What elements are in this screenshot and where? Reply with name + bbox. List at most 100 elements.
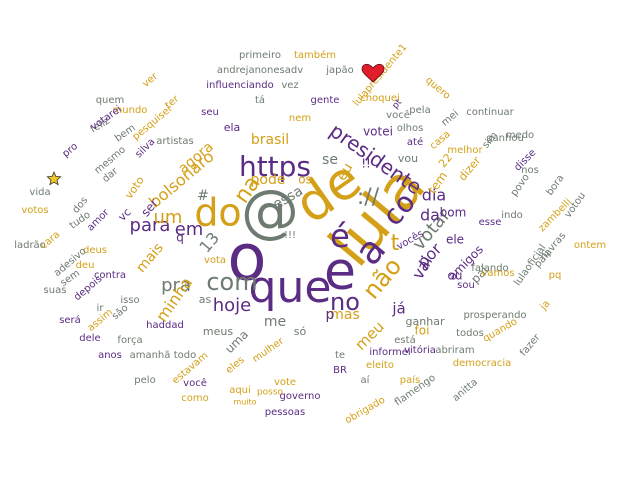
word: eleito <box>366 360 394 371</box>
word: https <box>239 150 311 183</box>
word: anos <box>98 350 122 361</box>
word: para <box>130 215 171 236</box>
word: !! <box>361 157 371 171</box>
word: pode <box>251 172 286 188</box>
word: bem <box>113 123 138 145</box>
word: cara <box>38 229 62 251</box>
word: andrejanonesadv <box>217 65 303 76</box>
word: obrigado <box>343 395 387 427</box>
word: olhos <box>397 123 424 134</box>
word: eles <box>224 355 247 376</box>
word: pessoas <box>265 407 305 418</box>
word: informei <box>369 347 410 358</box>
word: ir <box>97 303 105 314</box>
word: prosperando <box>463 310 526 321</box>
word: japão <box>325 65 354 76</box>
word: vou <box>398 152 418 165</box>
word: só <box>294 325 307 338</box>
word: votarei <box>89 104 124 133</box>
word: brasil <box>251 132 289 148</box>
word: dele <box>79 333 100 344</box>
word: mei <box>440 108 461 128</box>
word: o <box>227 222 266 296</box>
word: do <box>194 191 241 235</box>
word: deu <box>76 260 95 271</box>
word: pela <box>409 105 430 116</box>
word: muito <box>233 398 256 407</box>
word: será <box>59 314 81 326</box>
word: ganhar <box>406 315 445 328</box>
word: pro <box>61 141 81 160</box>
word: em <box>175 219 204 240</box>
word: está <box>394 334 415 346</box>
word: t <box>391 231 400 256</box>
word: esse <box>479 217 502 228</box>
word: os <box>298 173 312 187</box>
word: choquei <box>360 93 400 104</box>
word: suas <box>44 285 67 296</box>
word: ou <box>448 269 463 283</box>
word: povo <box>509 172 532 198</box>
word: governo <box>280 391 321 402</box>
word: bora <box>544 173 566 198</box>
word: medo <box>506 130 534 141</box>
word: primeiro <box>239 50 281 61</box>
word: quero <box>423 75 452 102</box>
word: abriram <box>435 345 474 356</box>
word: todo <box>174 350 197 361</box>
word: deus <box>83 245 107 256</box>
word: artistas <box>156 136 193 147</box>
word: ladrão <box>14 240 46 251</box>
word: !!! <box>284 230 296 241</box>
word: BR <box>333 365 347 376</box>
word: dia <box>422 186 446 205</box>
word: votos <box>21 205 48 216</box>
word: pq <box>549 270 562 281</box>
word: ela <box>224 121 241 134</box>
word: contra <box>94 270 126 281</box>
word: influenciando <box>206 80 273 91</box>
word: # <box>197 188 209 204</box>
word: nos <box>521 165 539 176</box>
word: um <box>154 207 183 228</box>
word: continuar <box>466 107 514 118</box>
word: e <box>324 242 356 302</box>
word: todos <box>456 328 484 339</box>
star-icon <box>46 170 62 186</box>
word: minha <box>152 273 196 325</box>
word: anitta <box>451 377 480 404</box>
word: democracia <box>453 358 512 369</box>
word: p <box>326 307 335 323</box>
word: hoje <box>213 295 252 316</box>
word: ontem <box>574 240 606 251</box>
word: voto <box>122 174 147 202</box>
word: q <box>176 231 184 245</box>
word: te <box>335 350 345 361</box>
word: país <box>400 374 420 386</box>
word: que <box>249 262 332 313</box>
word: bom <box>440 206 467 220</box>
word: as <box>199 293 212 306</box>
word: amanhã <box>130 350 171 361</box>
word: isso <box>120 295 139 306</box>
word: posso <box>257 388 284 398</box>
word: vote <box>274 377 296 388</box>
word: melhor <box>447 145 483 156</box>
word: votei <box>363 125 393 139</box>
word: é <box>330 217 350 255</box>
word: foi <box>415 324 430 338</box>
word: sou <box>457 280 475 291</box>
word: :// <box>357 185 380 210</box>
word: tá <box>255 94 265 106</box>
word: ele <box>446 233 464 247</box>
word: vamos <box>481 268 514 279</box>
word: fazer <box>518 331 543 358</box>
word: força <box>117 335 142 346</box>
word: eu <box>334 160 357 183</box>
word: me <box>264 314 286 330</box>
word: mundo <box>113 105 148 116</box>
word: com <box>206 268 257 296</box>
word: mas <box>330 307 360 323</box>
